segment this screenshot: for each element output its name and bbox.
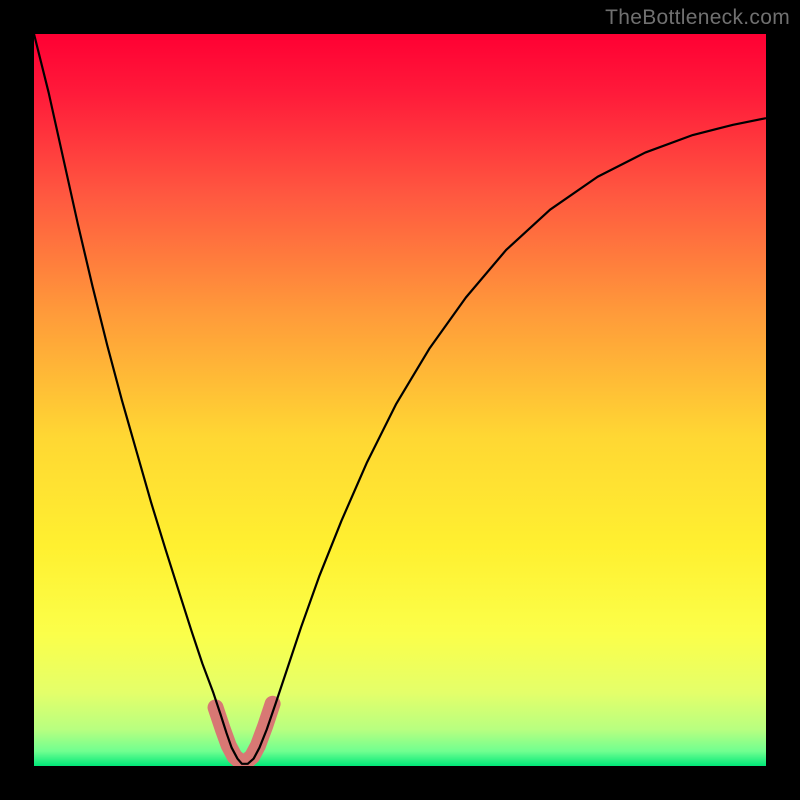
curve-layer [34,34,766,766]
watermark-text: TheBottleneck.com [605,6,790,30]
chart-container: TheBottleneck.com [0,0,800,800]
plot-area [34,34,766,766]
highlight-segment [216,704,273,762]
bottleneck-curve [34,34,766,764]
